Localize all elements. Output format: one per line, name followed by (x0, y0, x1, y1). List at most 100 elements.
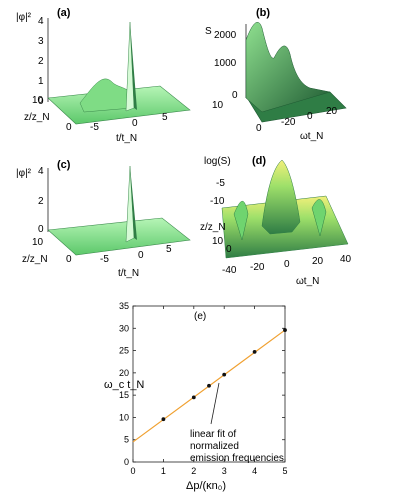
panel-d-zticks: -5 -10 (210, 178, 225, 207)
panel-c-xticks: -5 0 5 (100, 244, 172, 265)
panel-e-xtick-label: 4 (252, 466, 257, 476)
panel-d-side-ridge-right (311, 199, 327, 237)
panel-c-floor (47, 217, 191, 256)
panel-b-ztick: 2000 (214, 30, 237, 41)
panel-b-xtick: 0 (307, 111, 313, 122)
panel-a-peak-shadow (130, 22, 137, 110)
panel-e-data-point (222, 372, 227, 377)
panel-e-xticks: 0 1 2 3 4 5 (130, 306, 288, 476)
panel-d-yticks: 10 0 (212, 236, 232, 255)
panel-e-data-point (207, 383, 211, 388)
panel-e-data-point (161, 417, 166, 422)
panel-e-label: (e) (194, 311, 206, 322)
panel-c-xlabel: t/t_N (118, 268, 139, 279)
panel-b-label: (b) (256, 7, 270, 19)
panel-b-xtick: 20 (326, 106, 338, 117)
panel-e-data-point (283, 328, 287, 332)
panel-d-xlabel: ωt_N (296, 276, 319, 287)
panel-d-ztick: -10 (210, 196, 225, 207)
panel-b-xticks: -20 0 20 (281, 106, 338, 128)
panel-e-xtick-label: 5 (282, 466, 287, 476)
panel-a-xlabel: t/t_N (116, 133, 137, 144)
panel-c-ztick: 4 (38, 166, 44, 177)
panel-b-yticks: 10 0 (212, 100, 262, 134)
panel-c-ytick: 10 (32, 237, 44, 248)
panel-d-xticks: -40 -20 0 20 40 (222, 254, 352, 276)
panel-e-plot-frame (132, 305, 286, 463)
panel-d-side-ridge-left (233, 201, 249, 241)
panel-d-xtick: -40 (222, 265, 237, 276)
panel-a: (a) |φ|² 0 1 2 3 4 10 0 z/z_N -5 0 5 t/t… (16, 7, 191, 144)
panel-d-xtick: 40 (340, 254, 352, 265)
panel-e-yticks: 0 5 10 15 20 25 30 35 (119, 301, 285, 467)
panel-e-ytick-label: 20 (119, 368, 129, 378)
panel-d-xtick: 20 (312, 256, 324, 267)
panel-c-zticks: 4 2 0 (38, 166, 44, 235)
panel-d-ylabel: z/z_N (200, 222, 226, 233)
panel-c-ztick: 0 (38, 224, 44, 235)
panel-e-xtick-label: 1 (161, 466, 166, 476)
panel-e-ytick-label: 25 (119, 346, 129, 356)
panel-a-ylabel: z/z_N (24, 112, 50, 123)
panel-a-ztick: 2 (38, 56, 44, 67)
panel-a-xtick: -5 (90, 122, 99, 133)
panel-d: log(S) (d) -5 -10 10 0 z/z_N -40 -20 0 2… (200, 155, 352, 287)
panel-b-ztick: 1000 (214, 58, 237, 69)
panel-c-zlabel: |φ|² (16, 168, 32, 179)
panel-a-xtick: 0 (132, 118, 138, 129)
panel-e-ytick-label: 35 (119, 301, 129, 311)
panel-c-label: (c) (57, 159, 71, 171)
panel-a-xtick: 5 (162, 112, 168, 123)
panel-d-central-dome (261, 159, 301, 235)
panel-c-ylabel: z/z_N (22, 254, 48, 265)
panel-e-ytick-label: 10 (119, 412, 129, 422)
panel-e-data-point (191, 395, 196, 400)
panel-b-ytick: 0 (256, 123, 262, 134)
panel-a-bump (79, 78, 135, 113)
panel-e-ytick-label: 15 (119, 390, 129, 400)
panel-a-label: (a) (57, 7, 71, 19)
panel-c-xtick: -5 (100, 254, 109, 265)
panel-b-xlabel: ωt_N (300, 131, 323, 142)
panel-b-zticks: 2000 1000 0 (214, 30, 238, 101)
panel-e-annotation-arrow (210, 382, 220, 425)
panel-e-ytick-label: 0 (124, 457, 129, 467)
panel-e-xtick-label: 3 (222, 466, 227, 476)
panel-d-ytick: 10 (212, 236, 224, 247)
panel-b: (b) S 2000 1000 0 10 0 -20 0 20 ωt_N (205, 7, 347, 142)
panel-d-zlabel: log(S) (204, 156, 231, 167)
panel-e-annotation-line-3: emission frequencies (190, 453, 284, 464)
panel-b-ytick: 10 (212, 100, 224, 111)
panel-c-ytick: 0 (66, 254, 72, 265)
panel-d-label: (d) (252, 155, 266, 167)
panel-e-annotation-line-1: linear fit of (190, 429, 236, 440)
panel-d-xtick: -20 (250, 262, 265, 273)
panel-d-ytick: 0 (226, 244, 232, 255)
panel-e-xtick-label: 0 (130, 466, 135, 476)
panel-b-surface (245, 22, 331, 113)
panel-a-ztick: 3 (38, 36, 44, 47)
panel-e-points (161, 328, 287, 422)
panel-a-zlabel: |φ|² (16, 12, 32, 23)
panel-a-ytick: 10 (32, 95, 44, 106)
panel-a-zticks: 0 1 2 3 4 (38, 16, 44, 107)
panel-a-ztick: 1 (38, 76, 44, 87)
panel-d-xtick: 0 (284, 259, 290, 270)
panel-a-ytick: 0 (66, 122, 72, 133)
panel-e-annotation-line-2: normalized (190, 441, 239, 452)
panel-e-data-point (252, 350, 257, 354)
panel-e-ytick-label: 5 (124, 435, 129, 445)
panel-a-ztick: 0 (38, 96, 44, 107)
panel-a-ztick: 4 (38, 16, 44, 27)
panel-c-yticks: 10 0 (32, 237, 72, 265)
panel-e-ytick-label: 30 (119, 323, 129, 333)
panel-b-zlabel: S (205, 26, 212, 37)
panel-d-ztick: -5 (216, 178, 225, 189)
panel-c-peak-shadow (130, 166, 137, 240)
panel-c-xtick: 5 (166, 244, 172, 255)
panel-a-xticks: -5 0 5 (90, 112, 168, 133)
panel-c-ztick: 2 (38, 196, 44, 207)
panel-b-ztick: 0 (232, 90, 238, 101)
panel-e-xlabel: Δp/(κn₀) (186, 480, 226, 492)
